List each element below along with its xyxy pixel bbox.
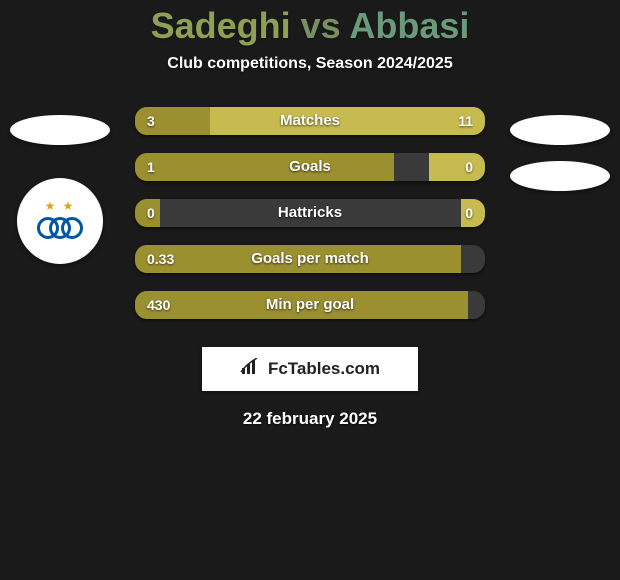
stat-right-value [461, 245, 485, 273]
stat-bar: 1 0 Goals [135, 153, 485, 181]
title-player2: Abbasi [349, 5, 469, 46]
bar-chart-icon [240, 358, 262, 381]
stat-left-value: 0 [135, 199, 167, 227]
stat-bar: 430 Min per goal [135, 291, 485, 319]
title: Sadeghi vs Abbasi [0, 5, 620, 47]
stat-bar: 0 0 Hattricks [135, 199, 485, 227]
stars-icon: ★ ★ [45, 199, 76, 213]
blank-badge-icon [510, 115, 610, 145]
stat-right-value [461, 291, 485, 319]
brand-box[interactable]: FcTables.com [202, 347, 418, 391]
blank-badge-icon [10, 115, 110, 145]
club-logo-icon: ★ ★ [17, 178, 103, 264]
stat-right-value: 11 [446, 107, 485, 135]
date: 22 february 2025 [0, 409, 620, 429]
subtitle: Club competitions, Season 2024/2025 [0, 55, 620, 73]
stat-left-value: 430 [135, 291, 182, 319]
stat-left-value: 0.33 [135, 245, 186, 273]
title-vs: vs [301, 5, 341, 46]
stat-row: 3 11 Matches [0, 107, 620, 153]
title-player1: Sadeghi [151, 5, 291, 46]
player2-badge [510, 115, 610, 145]
blank-badge-icon [510, 161, 610, 191]
comparison-widget: Sadeghi vs Abbasi Club competitions, Sea… [0, 0, 620, 429]
bar-left-fill [135, 291, 468, 319]
stat-label: Hattricks [135, 199, 485, 227]
bar-right-fill [210, 107, 485, 135]
stat-left-value: 1 [135, 153, 167, 181]
rings-icon [37, 215, 83, 243]
stat-right-value: 0 [453, 199, 485, 227]
player1-badge [10, 115, 110, 145]
stat-bar: 3 11 Matches [135, 107, 485, 135]
player2-badge [510, 161, 610, 191]
stat-right-value: 0 [453, 153, 485, 181]
stat-row: 430 Min per goal [0, 291, 620, 337]
stat-row: 0.33 Goals per match [0, 245, 620, 291]
brand-text: FcTables.com [268, 359, 380, 379]
stat-left-value: 3 [135, 107, 167, 135]
stat-row: 1 0 Goals [0, 153, 620, 199]
bar-left-fill [135, 153, 394, 181]
stat-bar: 0.33 Goals per match [135, 245, 485, 273]
